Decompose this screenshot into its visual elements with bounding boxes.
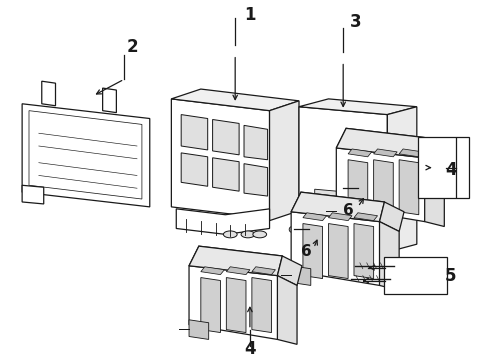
Polygon shape bbox=[176, 209, 270, 234]
Polygon shape bbox=[336, 138, 430, 222]
Ellipse shape bbox=[223, 231, 237, 238]
Text: 6: 6 bbox=[343, 203, 353, 218]
Polygon shape bbox=[328, 224, 348, 279]
Polygon shape bbox=[373, 160, 393, 215]
Polygon shape bbox=[252, 278, 271, 333]
Text: 1: 1 bbox=[244, 6, 256, 24]
Polygon shape bbox=[315, 229, 343, 241]
Polygon shape bbox=[315, 213, 356, 225]
Polygon shape bbox=[354, 224, 373, 279]
Polygon shape bbox=[358, 183, 373, 195]
Polygon shape bbox=[291, 192, 385, 222]
Polygon shape bbox=[328, 213, 352, 221]
Polygon shape bbox=[303, 213, 326, 221]
Polygon shape bbox=[42, 81, 55, 106]
Polygon shape bbox=[380, 222, 399, 290]
Polygon shape bbox=[291, 266, 311, 285]
Circle shape bbox=[289, 226, 295, 233]
Circle shape bbox=[338, 185, 344, 191]
Polygon shape bbox=[291, 202, 385, 285]
Polygon shape bbox=[399, 149, 423, 157]
Polygon shape bbox=[425, 138, 449, 168]
Polygon shape bbox=[299, 107, 388, 252]
Polygon shape bbox=[226, 278, 246, 333]
Polygon shape bbox=[291, 192, 385, 222]
Text: 6: 6 bbox=[301, 244, 312, 258]
Polygon shape bbox=[425, 158, 444, 226]
Polygon shape bbox=[348, 149, 371, 157]
Polygon shape bbox=[336, 128, 430, 158]
Polygon shape bbox=[22, 185, 44, 204]
Polygon shape bbox=[303, 224, 322, 279]
Polygon shape bbox=[244, 164, 268, 196]
Polygon shape bbox=[277, 256, 302, 285]
Polygon shape bbox=[201, 267, 224, 275]
Polygon shape bbox=[378, 187, 392, 197]
Polygon shape bbox=[378, 207, 392, 217]
Polygon shape bbox=[102, 88, 117, 113]
Polygon shape bbox=[277, 276, 297, 344]
Text: 2: 2 bbox=[126, 38, 138, 56]
Polygon shape bbox=[336, 128, 430, 158]
Text: 3: 3 bbox=[350, 13, 362, 31]
Polygon shape bbox=[189, 246, 282, 276]
Circle shape bbox=[387, 275, 394, 283]
Polygon shape bbox=[201, 278, 220, 333]
Polygon shape bbox=[315, 189, 369, 206]
Text: 4: 4 bbox=[244, 340, 256, 358]
Polygon shape bbox=[354, 213, 378, 221]
Polygon shape bbox=[378, 168, 392, 177]
Polygon shape bbox=[213, 120, 239, 155]
Polygon shape bbox=[373, 149, 397, 157]
Polygon shape bbox=[189, 256, 282, 339]
Polygon shape bbox=[388, 107, 417, 252]
Polygon shape bbox=[172, 99, 270, 219]
Polygon shape bbox=[213, 158, 239, 191]
Text: 4: 4 bbox=[445, 161, 457, 179]
Polygon shape bbox=[336, 202, 356, 222]
FancyBboxPatch shape bbox=[385, 257, 447, 294]
Polygon shape bbox=[380, 202, 404, 231]
Polygon shape bbox=[172, 89, 299, 111]
Polygon shape bbox=[189, 320, 209, 339]
Polygon shape bbox=[244, 125, 268, 160]
Polygon shape bbox=[399, 160, 419, 215]
Polygon shape bbox=[181, 114, 208, 150]
Polygon shape bbox=[299, 99, 417, 114]
Polygon shape bbox=[181, 153, 208, 186]
Polygon shape bbox=[348, 160, 368, 215]
Text: 5: 5 bbox=[444, 267, 456, 285]
Ellipse shape bbox=[241, 231, 255, 238]
Polygon shape bbox=[226, 267, 250, 275]
Polygon shape bbox=[309, 225, 324, 236]
Polygon shape bbox=[189, 246, 282, 276]
Polygon shape bbox=[270, 101, 299, 221]
Polygon shape bbox=[22, 104, 150, 207]
Polygon shape bbox=[378, 225, 392, 234]
Polygon shape bbox=[29, 111, 142, 199]
Polygon shape bbox=[252, 267, 275, 275]
FancyBboxPatch shape bbox=[418, 137, 469, 198]
Circle shape bbox=[391, 262, 398, 270]
Ellipse shape bbox=[253, 231, 267, 238]
